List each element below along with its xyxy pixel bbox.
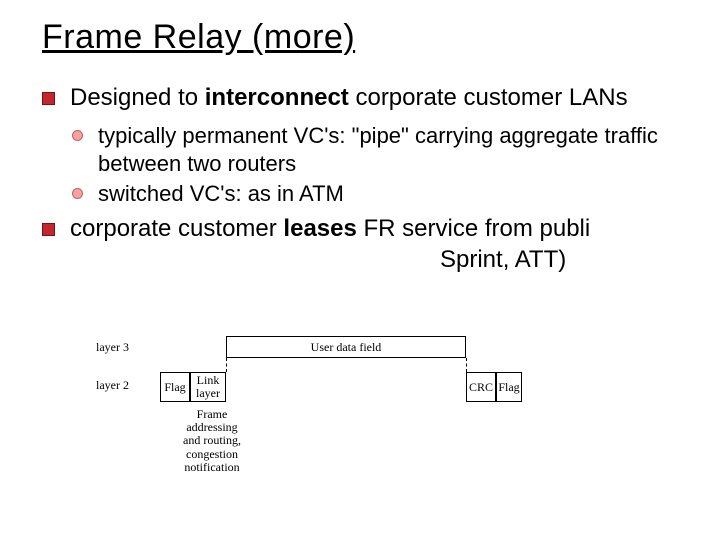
box-user-data-text: User data field	[311, 341, 382, 354]
bullet-2: corporate customer leases FR service fro…	[42, 214, 678, 245]
bullet-2-tail: Sprint, ATT)	[440, 245, 566, 276]
box-user-data: User data field	[226, 336, 466, 358]
bullet-1-text-post: corporate customer LANs	[349, 84, 628, 111]
box-flag-left: Flag	[160, 372, 190, 402]
slide-title: Frame Relay (more)	[42, 18, 678, 57]
bullet-1-text-bold: interconnect	[205, 84, 349, 111]
box-crc-text: CRC	[469, 381, 493, 394]
label-layer3: layer 3	[96, 340, 129, 355]
box-flag-right-text: Flag	[498, 381, 519, 394]
bullet-2-text-pre: corporate customer	[70, 215, 283, 242]
diagram-caption: Frame addressing and routing, congestion…	[172, 408, 252, 474]
dash-right	[466, 358, 467, 372]
bullet-2-text-post: FR service from publi	[357, 215, 590, 242]
bullet-list: Designed to interconnect corporate custo…	[42, 83, 678, 245]
square-bullet-icon	[42, 92, 55, 105]
bullet-1-1-text: typically permanent VC's: "pipe" carryin…	[98, 123, 658, 176]
bullet-1: Designed to interconnect corporate custo…	[42, 83, 678, 114]
box-link-layer-text: Link layer	[196, 374, 220, 399]
bullet-1-1: typically permanent VC's: "pipe" carryin…	[42, 122, 678, 178]
circle-bullet-icon	[72, 188, 83, 199]
slide: Frame Relay (more) Designed to interconn…	[0, 0, 720, 540]
dash-left	[226, 358, 227, 372]
square-bullet-icon	[42, 223, 55, 236]
label-layer2: layer 2	[96, 378, 129, 393]
box-link-layer: Link layer	[190, 372, 226, 402]
bullet-2-text-bold: leases	[283, 215, 356, 242]
box-crc: CRC	[466, 372, 496, 402]
bullet-1-2-text: switched VC's: as in ATM	[98, 181, 344, 206]
bullet-1-2: switched VC's: as in ATM	[42, 180, 678, 208]
box-flag-right: Flag	[496, 372, 522, 402]
box-flag-left-text: Flag	[164, 381, 185, 394]
bullet-1-text-pre: Designed to	[70, 84, 205, 111]
frame-diagram: layer 3 layer 2 User data field Flag Lin…	[96, 336, 536, 506]
circle-bullet-icon	[72, 130, 83, 141]
